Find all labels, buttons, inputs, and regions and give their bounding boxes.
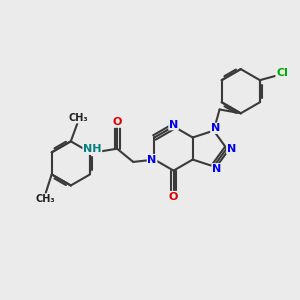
Text: N: N (212, 164, 221, 174)
Text: CH₃: CH₃ (35, 194, 55, 204)
Text: O: O (169, 191, 178, 202)
Text: NH: NH (83, 144, 102, 154)
Text: N: N (211, 123, 220, 133)
Text: Cl: Cl (276, 68, 288, 78)
Text: N: N (169, 120, 178, 130)
Text: N: N (148, 154, 157, 165)
Text: N: N (227, 143, 236, 154)
Text: O: O (112, 117, 122, 127)
Text: CH₃: CH₃ (68, 113, 88, 123)
